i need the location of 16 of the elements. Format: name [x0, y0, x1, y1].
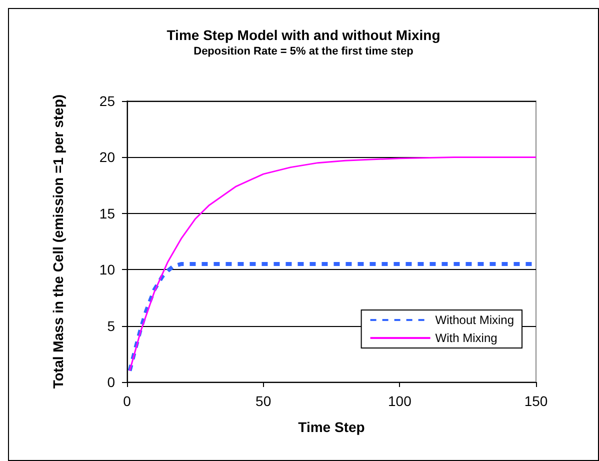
- y-tick-label: 15: [99, 205, 116, 222]
- x-axis-title: Time Step: [298, 419, 365, 435]
- chart-title: Time Step Model with and without Mixing: [166, 27, 440, 43]
- y-tick-label: 25: [99, 93, 116, 109]
- y-tick-label: 20: [99, 149, 116, 166]
- x-tick-label: 150: [524, 393, 548, 409]
- y-tick-label: 5: [107, 318, 116, 334]
- x-tick-label: 0: [123, 393, 132, 409]
- x-tick-label: 50: [256, 393, 272, 409]
- legend-label: With Mixing: [435, 331, 498, 345]
- legend-label: Without Mixing: [435, 313, 514, 327]
- y-tick-label: 10: [99, 262, 116, 278]
- y-tick-label: 0: [107, 374, 116, 390]
- chart-subtitle: Deposition Rate = 5% at the first time step: [194, 46, 414, 58]
- y-axis-title: Total Mass in the Cell (emission =1 per step): [50, 94, 66, 389]
- x-tick-label: 100: [388, 393, 412, 409]
